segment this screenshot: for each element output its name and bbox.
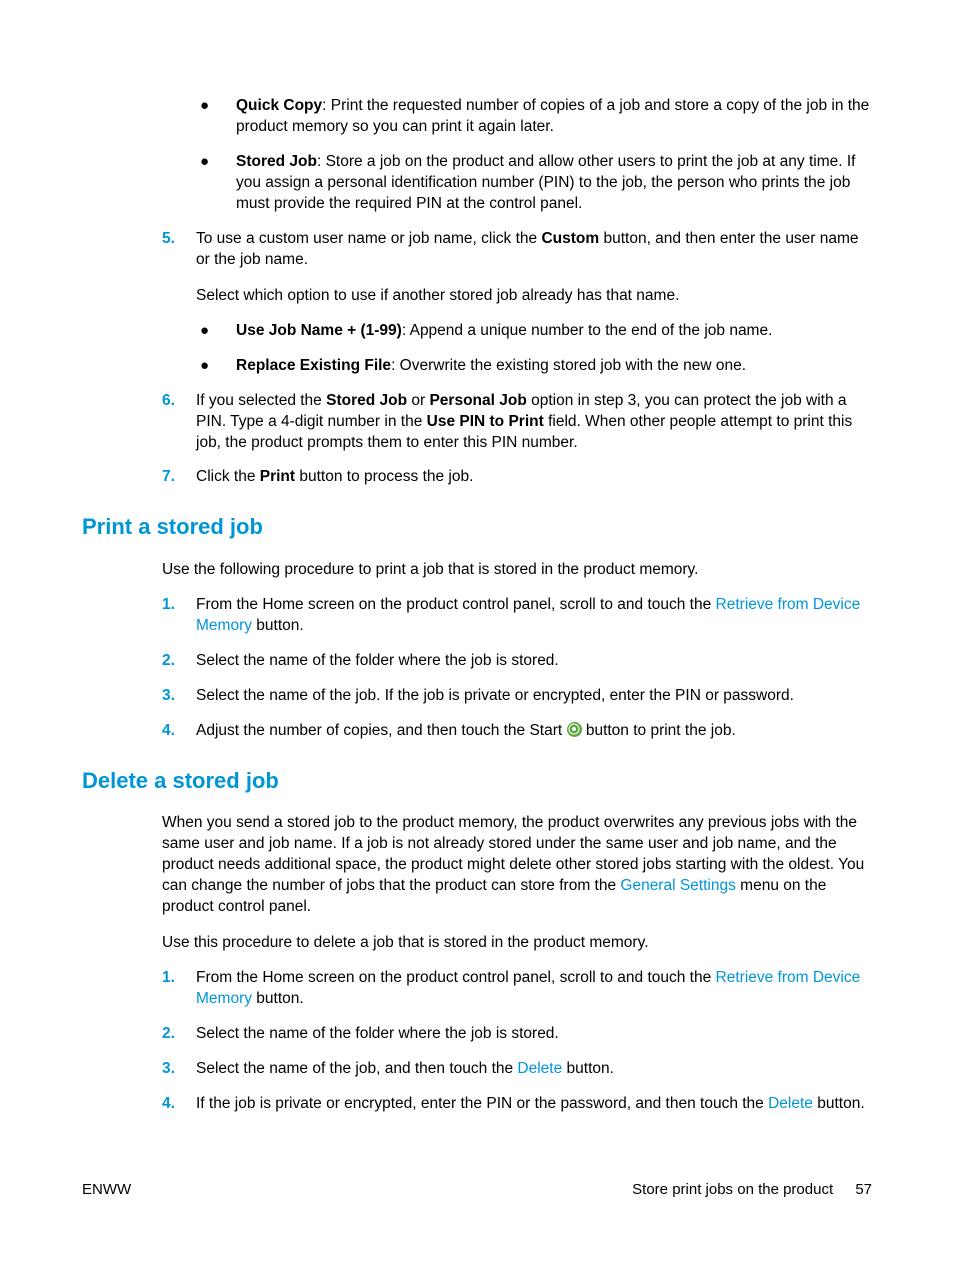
step-5-sub-para: Select which option to use if another st… <box>196 286 872 307</box>
text-run: If the job is private or encrypted, ente… <box>196 1095 768 1112</box>
step-text: Select the name of the job, and then tou… <box>196 1059 872 1080</box>
step-item: 2.Select the name of the folder where th… <box>162 651 872 672</box>
list-item: ● Quick Copy: Print the requested number… <box>196 96 872 138</box>
text-run: Select the name of the folder where the … <box>196 1025 559 1042</box>
link-text: General Settings <box>620 877 735 894</box>
text-run: button. <box>562 1060 614 1077</box>
step-5-bullet-list: ● Use Job Name + (1-99): Append a unique… <box>196 321 872 377</box>
step-text: Select the name of the folder where the … <box>196 651 872 672</box>
definition: : Append a unique number to the end of t… <box>402 322 773 339</box>
step-number: 3. <box>162 1059 196 1080</box>
step-item: 1.From the Home screen on the product co… <box>162 595 872 637</box>
step-number: 2. <box>162 651 196 672</box>
text-run: Select the name of the job. If the job i… <box>196 687 794 704</box>
bullet-icon: ● <box>196 96 236 138</box>
step-number: 7. <box>162 467 196 488</box>
bullet-text: Stored Job: Store a job on the product a… <box>236 152 872 215</box>
text-run: From the Home screen on the product cont… <box>196 596 716 613</box>
bullet-text: Replace Existing File: Overwrite the exi… <box>236 356 872 377</box>
step-text: Click the Print button to process the jo… <box>196 467 872 488</box>
term: Stored Job <box>236 153 317 170</box>
step-text: Select the name of the folder where the … <box>196 1024 872 1045</box>
step-item: 2.Select the name of the folder where th… <box>162 1024 872 1045</box>
start-icon <box>567 722 582 737</box>
step-text: From the Home screen on the product cont… <box>196 595 872 637</box>
step-text: To use a custom user name or job name, c… <box>196 229 872 271</box>
definition: : Store a job on the product and allow o… <box>236 153 855 212</box>
top-bullet-list: ● Quick Copy: Print the requested number… <box>196 96 872 215</box>
step-5: 5. To use a custom user name or job name… <box>162 229 872 271</box>
step-number: 5. <box>162 229 196 271</box>
text-run: button to print the job. <box>582 722 736 739</box>
heading-delete-stored-job: Delete a stored job <box>82 766 872 796</box>
step-text: Adjust the number of copies, and then to… <box>196 721 872 742</box>
step-item: 4.Adjust the number of copies, and then … <box>162 721 872 742</box>
text-run: button. <box>252 617 304 634</box>
step-number: 4. <box>162 1094 196 1115</box>
term: Replace Existing File <box>236 357 391 374</box>
text-run: Adjust the number of copies, and then to… <box>196 722 567 739</box>
heading-print-stored-job: Print a stored job <box>82 512 872 542</box>
step-item: 4.If the job is private or encrypted, en… <box>162 1094 872 1115</box>
section-intro-2: Use this procedure to delete a job that … <box>162 933 872 954</box>
link-text: Delete <box>517 1060 562 1077</box>
bullet-text: Use Job Name + (1-99): Append a unique n… <box>236 321 872 342</box>
step-text: If the job is private or encrypted, ente… <box>196 1094 872 1115</box>
numbered-list: 6. If you selected the Stored Job or Per… <box>162 391 872 489</box>
bullet-text: Quick Copy: Print the requested number o… <box>236 96 872 138</box>
page-content: ● Quick Copy: Print the requested number… <box>82 96 872 1115</box>
step-text: From the Home screen on the product cont… <box>196 968 872 1010</box>
footer-right: Store print jobs on the product 57 <box>632 1181 872 1198</box>
term: Use Job Name + (1-99) <box>236 322 402 339</box>
term: Quick Copy <box>236 97 322 114</box>
step-item: 1.From the Home screen on the product co… <box>162 968 872 1010</box>
step-number: 1. <box>162 595 196 637</box>
definition: : Overwrite the existing stored job with… <box>391 357 746 374</box>
step-number: 3. <box>162 686 196 707</box>
text-run: button. <box>252 990 304 1007</box>
page: ● Quick Copy: Print the requested number… <box>0 0 954 1270</box>
step-number: 1. <box>162 968 196 1010</box>
step-number: 6. <box>162 391 196 454</box>
definition: : Print the requested number of copies o… <box>236 97 869 135</box>
numbered-list: 5. To use a custom user name or job name… <box>162 229 872 271</box>
section-intro: Use the following procedure to print a j… <box>162 560 872 581</box>
step-text: Select the name of the job. If the job i… <box>196 686 872 707</box>
text-run: Select the name of the folder where the … <box>196 652 559 669</box>
step-7: 7. Click the Print button to process the… <box>162 467 872 488</box>
step-6: 6. If you selected the Stored Job or Per… <box>162 391 872 454</box>
text-run: Select the name of the job, and then tou… <box>196 1060 517 1077</box>
step-number: 4. <box>162 721 196 742</box>
step-item: 3.Select the name of the job. If the job… <box>162 686 872 707</box>
section-intro: When you send a stored job to the produc… <box>162 813 872 918</box>
page-number: 57 <box>855 1181 872 1198</box>
bullet-icon: ● <box>196 321 236 342</box>
bullet-icon: ● <box>196 356 236 377</box>
text-run: button. <box>813 1095 865 1112</box>
link-text: Delete <box>768 1095 813 1112</box>
step-text: If you selected the Stored Job or Person… <box>196 391 872 454</box>
print-steps-list: 1.From the Home screen on the product co… <box>162 595 872 742</box>
list-item: ● Use Job Name + (1-99): Append a unique… <box>196 321 872 342</box>
delete-steps-list: 1.From the Home screen on the product co… <box>162 968 872 1115</box>
page-footer: ENWW Store print jobs on the product 57 <box>82 1181 872 1198</box>
step-item: 3.Select the name of the job, and then t… <box>162 1059 872 1080</box>
list-item: ● Stored Job: Store a job on the product… <box>196 152 872 215</box>
footer-left: ENWW <box>82 1181 131 1198</box>
bullet-icon: ● <box>196 152 236 215</box>
footer-section-title: Store print jobs on the product <box>632 1181 833 1198</box>
list-item: ● Replace Existing File: Overwrite the e… <box>196 356 872 377</box>
text-run: From the Home screen on the product cont… <box>196 969 716 986</box>
step-number: 2. <box>162 1024 196 1045</box>
